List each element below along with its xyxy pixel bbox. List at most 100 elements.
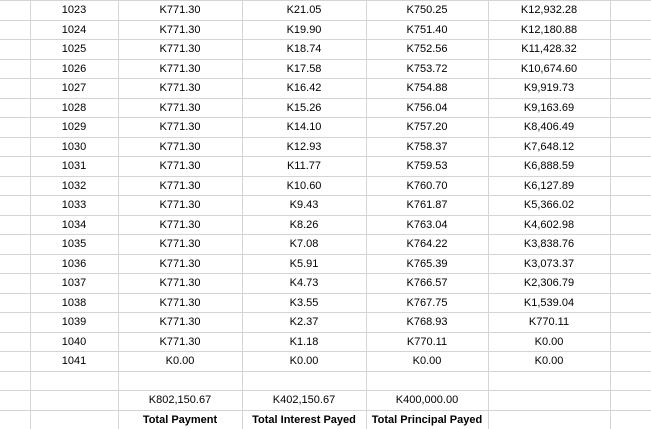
payment-cell[interactable]: K771.30	[159, 4, 201, 16]
principal-cell[interactable]: K770.11	[406, 335, 448, 348]
interest-cell[interactable]: K17.58	[286, 62, 322, 75]
balance-cell[interactable]: K5,366.02	[523, 199, 575, 211]
payment-cell[interactable]: K771.30	[159, 335, 201, 348]
period-cell[interactable]: 1035	[61, 238, 87, 250]
payment-cell[interactable]: K771.30	[159, 296, 201, 309]
balance-cell[interactable]: K7,648.12	[523, 140, 575, 153]
principal-cell[interactable]: K764.22	[406, 238, 448, 250]
period-cell[interactable]: 1039	[61, 316, 87, 328]
interest-cell[interactable]: K11.77	[286, 160, 322, 172]
total-interest-label[interactable]: Total Interest Payed	[252, 413, 356, 426]
interest-cell[interactable]: K18.74	[286, 43, 322, 55]
total-payment-value[interactable]: K802,150.67	[148, 394, 212, 406]
balance-cell[interactable]: K0.00	[534, 355, 564, 367]
principal-cell[interactable]: K751.40	[406, 23, 448, 36]
payment-cell[interactable]: K771.30	[159, 101, 201, 114]
period-cell[interactable]: 1038	[61, 296, 87, 309]
principal-cell[interactable]: K760.70	[406, 179, 448, 192]
period-cell[interactable]: 1029	[61, 121, 87, 133]
payment-cell[interactable]: K771.30	[159, 62, 201, 75]
total-principal-label[interactable]: Total Principal Payed	[371, 413, 483, 426]
payment-cell[interactable]: K771.30	[159, 43, 201, 55]
principal-cell[interactable]: K761.87	[406, 199, 448, 211]
principal-cell[interactable]: K752.56	[406, 43, 448, 55]
period-cell[interactable]: 1031	[61, 160, 87, 172]
principal-cell[interactable]: K756.04	[406, 101, 448, 114]
principal-cell[interactable]: K768.93	[406, 316, 448, 328]
payment-cell[interactable]: K771.30	[159, 82, 201, 94]
principal-cell[interactable]: K753.72	[406, 62, 448, 75]
balance-cell[interactable]: K9,919.73	[523, 82, 575, 94]
interest-cell[interactable]: K12.93	[286, 140, 322, 153]
balance-cell[interactable]: K10,674.60	[520, 62, 578, 75]
period-cell[interactable]: 1027	[61, 82, 87, 94]
payment-cell[interactable]: K771.30	[159, 160, 201, 172]
interest-cell[interactable]: K5.91	[289, 257, 319, 270]
period-cell[interactable]: 1036	[61, 257, 87, 270]
principal-cell[interactable]: K757.20	[406, 121, 448, 133]
balance-cell[interactable]: K8,406.49	[523, 121, 575, 133]
total-principal-value[interactable]: K400,000.00	[395, 394, 459, 406]
interest-cell[interactable]: K8.26	[289, 218, 319, 231]
balance-cell[interactable]: K12,932.28	[520, 4, 578, 16]
interest-cell[interactable]: K1.18	[289, 335, 319, 348]
principal-cell[interactable]: K763.04	[406, 218, 448, 231]
period-cell[interactable]: 1040	[61, 335, 87, 348]
interest-cell[interactable]: K19.90	[286, 23, 322, 36]
period-cell[interactable]: 1028	[61, 101, 87, 114]
balance-cell[interactable]: K6,888.59	[523, 160, 575, 172]
payment-cell[interactable]: K771.30	[159, 316, 201, 328]
interest-cell[interactable]: K4.73	[289, 277, 319, 289]
principal-cell[interactable]: K758.37	[406, 140, 448, 153]
period-cell[interactable]: 1032	[61, 179, 87, 192]
period-cell[interactable]: 1026	[61, 62, 87, 75]
payment-cell[interactable]: K771.30	[159, 140, 201, 153]
period-cell[interactable]: 1041	[61, 355, 87, 367]
period-cell[interactable]: 1034	[61, 218, 87, 231]
payment-cell[interactable]: K771.30	[159, 277, 201, 289]
interest-cell[interactable]: K7.08	[289, 238, 319, 250]
interest-cell[interactable]: K15.26	[286, 101, 322, 114]
balance-cell[interactable]: K3,073.37	[523, 257, 575, 270]
payment-cell[interactable]: K771.30	[159, 238, 201, 250]
principal-cell[interactable]: K766.57	[406, 277, 448, 289]
period-cell[interactable]: 1030	[61, 140, 87, 153]
payment-cell[interactable]: K0.00	[165, 355, 195, 367]
principal-cell[interactable]: K0.00	[412, 355, 442, 367]
total-payment-label[interactable]: Total Payment	[142, 413, 218, 426]
interest-cell[interactable]: K2.37	[289, 316, 319, 328]
period-cell[interactable]: 1037	[61, 277, 87, 289]
payment-cell[interactable]: K771.30	[159, 121, 201, 133]
principal-cell[interactable]: K750.25	[406, 4, 448, 16]
balance-cell[interactable]: K3,838.76	[523, 238, 575, 250]
balance-cell[interactable]: K4,602.98	[523, 218, 575, 231]
payment-cell[interactable]: K771.30	[159, 218, 201, 231]
period-cell[interactable]: 1023	[61, 4, 87, 16]
interest-cell[interactable]: K14.10	[286, 121, 322, 133]
principal-cell[interactable]: K754.88	[406, 82, 448, 94]
balance-cell[interactable]: K11,428.32	[521, 43, 577, 55]
payment-cell[interactable]: K771.30	[159, 179, 201, 192]
balance-cell[interactable]: K12,180.88	[520, 23, 578, 36]
balance-cell[interactable]: K2,306.79	[523, 277, 575, 289]
interest-cell[interactable]: K3.55	[289, 296, 319, 309]
period-cell[interactable]: 1024	[61, 23, 87, 36]
principal-cell[interactable]: K759.53	[406, 160, 448, 172]
period-cell[interactable]: 1033	[61, 199, 87, 211]
interest-cell[interactable]: K0.00	[289, 355, 319, 367]
interest-cell[interactable]: K21.05	[286, 4, 322, 16]
interest-cell[interactable]: K16.42	[286, 82, 322, 94]
total-interest-value[interactable]: K402,150.67	[272, 394, 336, 406]
payment-cell[interactable]: K771.30	[159, 257, 201, 270]
period-cell[interactable]: 1025	[61, 43, 87, 55]
interest-cell[interactable]: K9.43	[289, 199, 319, 211]
balance-cell[interactable]: K6,127.89	[523, 179, 575, 192]
balance-cell[interactable]: K9,163.69	[523, 101, 575, 114]
principal-cell[interactable]: K765.39	[406, 257, 448, 270]
balance-cell[interactable]: K1,539.04	[523, 296, 575, 309]
payment-cell[interactable]: K771.30	[159, 23, 201, 36]
balance-cell[interactable]: K0.00	[534, 335, 564, 348]
payment-cell[interactable]: K771.30	[159, 199, 201, 211]
principal-cell[interactable]: K767.75	[406, 296, 448, 309]
